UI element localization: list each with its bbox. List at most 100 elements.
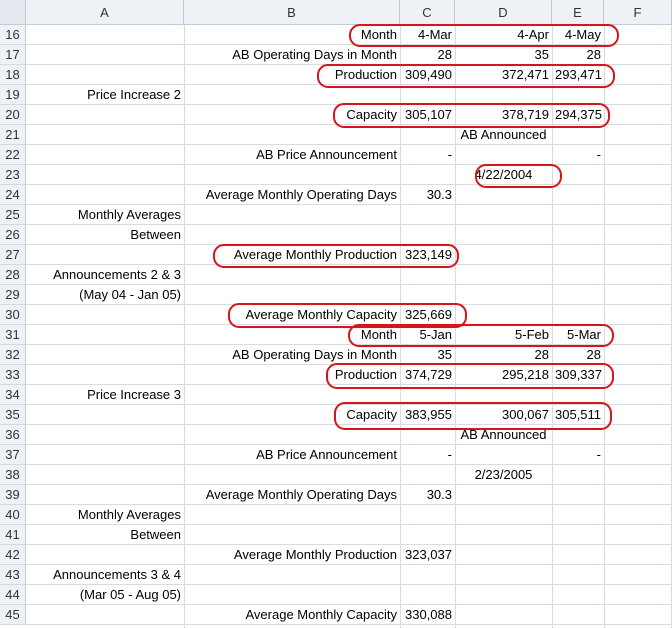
cell-d31[interactable]: 5-Feb: [515, 327, 549, 342]
cell-c18[interactable]: 309,490: [405, 67, 452, 82]
column-header-e[interactable]: E: [552, 0, 604, 25]
row-header[interactable]: 28: [0, 265, 26, 285]
cell-c39[interactable]: 30.3: [426, 487, 452, 502]
cell-d17[interactable]: 35: [534, 47, 549, 62]
cell-b33[interactable]: Production: [334, 367, 397, 382]
cell-d23[interactable]: 4/22/2004: [474, 167, 533, 182]
cell-c27[interactable]: 323,149: [405, 247, 452, 262]
row-header[interactable]: 25: [0, 205, 26, 225]
row-header[interactable]: 31: [0, 325, 26, 345]
cell-c24[interactable]: 30.3: [426, 187, 452, 202]
cell-b42[interactable]: Average Monthly Production: [233, 547, 397, 562]
cell-a26[interactable]: Between: [130, 227, 181, 242]
cell-c45[interactable]: 330,088: [405, 607, 452, 622]
row-header[interactable]: 17: [0, 45, 26, 65]
cell-d32[interactable]: 28: [534, 347, 549, 362]
cell-b27[interactable]: Average Monthly Production: [233, 247, 397, 262]
select-all-corner[interactable]: [0, 0, 26, 25]
cell-c17[interactable]: 28: [437, 47, 452, 62]
cell-e16[interactable]: 4-May: [564, 27, 601, 42]
row-header[interactable]: 16: [0, 25, 26, 45]
row-header[interactable]: 39: [0, 485, 26, 505]
row-header[interactable]: 23: [0, 165, 26, 185]
row-header[interactable]: 30: [0, 305, 26, 325]
column-header-b[interactable]: B: [184, 0, 400, 25]
cell-b30[interactable]: Average Monthly Capacity: [245, 307, 397, 322]
cell-b32[interactable]: AB Operating Days in Month: [232, 347, 397, 362]
cell-c16[interactable]: 4-Mar: [418, 27, 452, 42]
cell-c20[interactable]: 305,107: [405, 107, 452, 122]
cell-e35[interactable]: 305,511: [555, 407, 602, 422]
cell-c37[interactable]: -: [447, 447, 452, 462]
row-header[interactable]: 26: [0, 225, 26, 245]
cell-e18[interactable]: 293,471: [555, 67, 602, 82]
row-header[interactable]: 37: [0, 445, 26, 465]
row-header[interactable]: 44: [0, 585, 26, 605]
cell-b31[interactable]: Month: [360, 327, 397, 342]
cell-b37[interactable]: AB Price Announcement: [256, 447, 397, 462]
cell-a34[interactable]: Price Increase 3: [87, 387, 181, 402]
cell-b22[interactable]: AB Price Announcement: [256, 147, 397, 162]
cell-c33[interactable]: 374,729: [405, 367, 452, 382]
row-header[interactable]: 20: [0, 105, 26, 125]
cell-b35[interactable]: Capacity: [346, 407, 397, 422]
cell-a25[interactable]: Monthly Averages: [77, 207, 181, 222]
column-header-d[interactable]: D: [455, 0, 552, 25]
column-header-f[interactable]: F: [604, 0, 672, 25]
cell-c30[interactable]: 325,669: [405, 307, 452, 322]
cell-d33[interactable]: 295,218: [502, 367, 549, 382]
cell-d38[interactable]: 2/23/2005: [474, 467, 533, 482]
row-header[interactable]: 45: [0, 605, 26, 625]
cell-e17[interactable]: 28: [586, 47, 601, 62]
cell-e32[interactable]: 28: [586, 347, 601, 362]
cell-d20[interactable]: 378,719: [502, 107, 549, 122]
row-header[interactable]: 43: [0, 565, 26, 585]
cell-b16[interactable]: Month: [360, 27, 397, 42]
row-header[interactable]: 32: [0, 345, 26, 365]
cell-e22[interactable]: -: [596, 147, 601, 162]
cell-a19[interactable]: Price Increase 2: [87, 87, 181, 102]
cell-a40[interactable]: Monthly Averages: [77, 507, 181, 522]
row-header[interactable]: 42: [0, 545, 26, 565]
column-header-a[interactable]: A: [26, 0, 184, 25]
cell-d18[interactable]: 372,471: [502, 67, 549, 82]
cell-d36[interactable]: AB Announced: [460, 427, 547, 442]
row-header[interactable]: 33: [0, 365, 26, 385]
cell-b18[interactable]: Production: [334, 67, 397, 82]
cell-b24[interactable]: Average Monthly Operating Days: [205, 187, 397, 202]
cell-e20[interactable]: 294,375: [555, 107, 602, 122]
column-header-c[interactable]: C: [400, 0, 455, 25]
row-header[interactable]: 21: [0, 125, 26, 145]
cell-b45[interactable]: Average Monthly Capacity: [245, 607, 397, 622]
cell-c32[interactable]: 35: [437, 347, 452, 362]
cell-d21[interactable]: AB Announced: [460, 127, 547, 142]
row-header[interactable]: 19: [0, 85, 26, 105]
cell-d16[interactable]: 4-Apr: [517, 27, 549, 42]
cell-e31[interactable]: 5-Mar: [567, 327, 601, 342]
cell-a29[interactable]: (May 04 - Jan 05): [79, 287, 181, 302]
row-header[interactable]: 38: [0, 465, 26, 485]
cell-e33[interactable]: 309,337: [555, 367, 602, 382]
row-header[interactable]: 34: [0, 385, 26, 405]
cell-a43[interactable]: Announcements 3 & 4: [53, 567, 181, 582]
cell-b39[interactable]: Average Monthly Operating Days: [205, 487, 397, 502]
cell-c22[interactable]: -: [447, 147, 452, 162]
row-header[interactable]: 36: [0, 425, 26, 445]
row-header[interactable]: 24: [0, 185, 26, 205]
cell-a41[interactable]: Between: [130, 527, 181, 542]
cell-c35[interactable]: 383,955: [405, 407, 452, 422]
row-header[interactable]: 18: [0, 65, 26, 85]
row-header[interactable]: 40: [0, 505, 26, 525]
cell-e37[interactable]: -: [596, 447, 601, 462]
row-header[interactable]: 29: [0, 285, 26, 305]
cell-c42[interactable]: 323,037: [405, 547, 452, 562]
cell-a44[interactable]: (Mar 05 - Aug 05): [79, 587, 181, 602]
row-header[interactable]: 41: [0, 525, 26, 545]
cell-d35[interactable]: 300,067: [502, 407, 549, 422]
cell-a28[interactable]: Announcements 2 & 3: [53, 267, 181, 282]
cell-b17[interactable]: AB Operating Days in Month: [232, 47, 397, 62]
cell-b20[interactable]: Capacity: [346, 107, 397, 122]
cell-c31[interactable]: 5-Jan: [419, 327, 452, 342]
row-header[interactable]: 22: [0, 145, 26, 165]
row-header[interactable]: 35: [0, 405, 26, 425]
